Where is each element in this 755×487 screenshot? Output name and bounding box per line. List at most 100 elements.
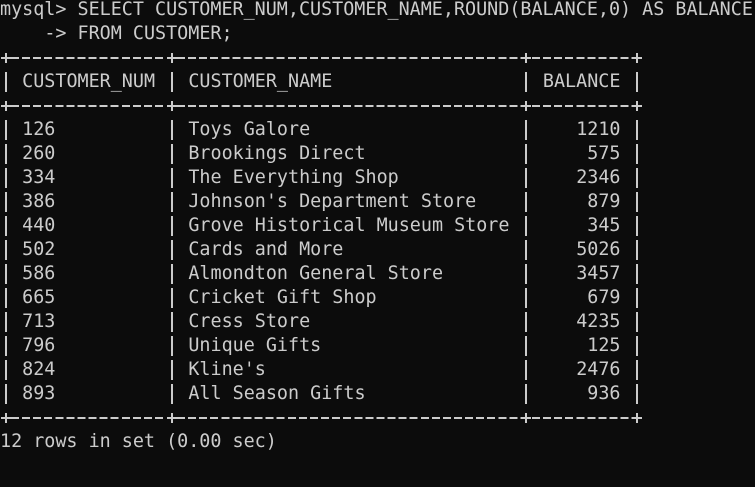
customer-name: Cards and More [188,239,344,260]
balance: 679 [587,287,621,308]
column-separator [170,216,173,236]
balance: 4235 [576,311,621,332]
column-separator [170,312,173,332]
column-separator [525,72,528,92]
border-corner [4,413,7,423]
balance: 575 [587,143,621,164]
balance: 2476 [576,359,621,380]
customer-num: 796 [22,335,56,356]
column-separator [4,72,7,92]
column-separator [636,120,639,140]
border-corner [4,53,7,63]
customer-num: 713 [22,311,56,332]
column-separator [4,264,7,284]
customer-num: 334 [22,167,56,188]
balance: 2346 [576,167,621,188]
column-separator [525,144,528,164]
border-dash [177,105,521,107]
customer-num: 586 [22,263,56,284]
border-dash [177,417,521,419]
balance: 5026 [576,239,621,260]
border-dash [531,57,632,59]
column-header: CUSTOMER_NAME [188,71,333,92]
column-separator [4,168,7,188]
customer-name: Cress Store [188,311,311,332]
column-separator [636,240,639,260]
column-separator [170,360,173,380]
column-separator [4,336,7,356]
customer-name: Grove Historical Museum Store [188,215,510,236]
column-separator [636,192,639,212]
border-corner [636,101,639,111]
column-separator [4,216,7,236]
column-separator [636,384,639,404]
customer-num: 440 [22,215,56,236]
balance: 879 [587,191,621,212]
column-separator [170,384,173,404]
customer-name: Kline's [188,359,266,380]
customer-num: 893 [22,383,56,404]
column-separator [170,192,173,212]
border-dash [11,417,167,419]
column-separator [170,288,173,308]
customer-num: 260 [22,143,56,164]
border-corner [636,53,639,63]
column-separator [4,120,7,140]
border-corner [170,53,173,63]
column-separator [170,240,173,260]
border-corner [525,413,528,423]
border-dash [531,105,632,107]
column-separator [4,360,7,380]
border-corner [636,413,639,423]
customer-name: Brookings Direct [188,143,366,164]
column-separator [525,240,528,260]
column-separator [4,144,7,164]
column-separator [636,336,639,356]
border-dash [11,105,167,107]
customer-num: 502 [22,239,56,260]
column-separator [170,336,173,356]
customer-name: Johnson's Department Store [188,191,477,212]
border-corner [170,413,173,423]
column-separator [4,288,7,308]
customer-name: Toys Galore [188,119,311,140]
prompt-line: mysql> SELECT CUSTOMER_NUM,CUSTOMER_NAME… [0,0,753,20]
result-summary: 12 rows in set (0.00 sec) [0,431,277,452]
border-corner [525,101,528,111]
border-dash [11,57,167,59]
column-separator [525,264,528,284]
column-separator [636,144,639,164]
column-separator [636,168,639,188]
column-separator [525,312,528,332]
column-separator [4,240,7,260]
column-separator [636,312,639,332]
column-separator [170,72,173,92]
border-corner [170,101,173,111]
column-separator [170,168,173,188]
column-separator [636,216,639,236]
customer-num: 126 [22,119,56,140]
border-corner [525,53,528,63]
balance: 3457 [576,263,621,284]
column-header: BALANCE [542,71,621,92]
balance: 1210 [576,119,621,140]
column-header: CUSTOMER_NUM [22,71,156,92]
column-separator [636,360,639,380]
customer-name: Almondton General Store [188,263,444,284]
column-separator [525,288,528,308]
column-separator [525,336,528,356]
customer-name: Cricket Gift Shop [188,287,377,308]
column-separator [525,192,528,212]
balance: 125 [587,335,621,356]
column-separator [4,312,7,332]
customer-num: 386 [22,191,56,212]
column-separator [4,384,7,404]
column-separator [170,120,173,140]
customer-name: The Everything Shop [188,167,399,188]
column-separator [525,384,528,404]
customer-name: Unique Gifts [188,335,322,356]
customer-num: 824 [22,359,56,380]
customer-name: All Season Gifts [188,383,366,404]
